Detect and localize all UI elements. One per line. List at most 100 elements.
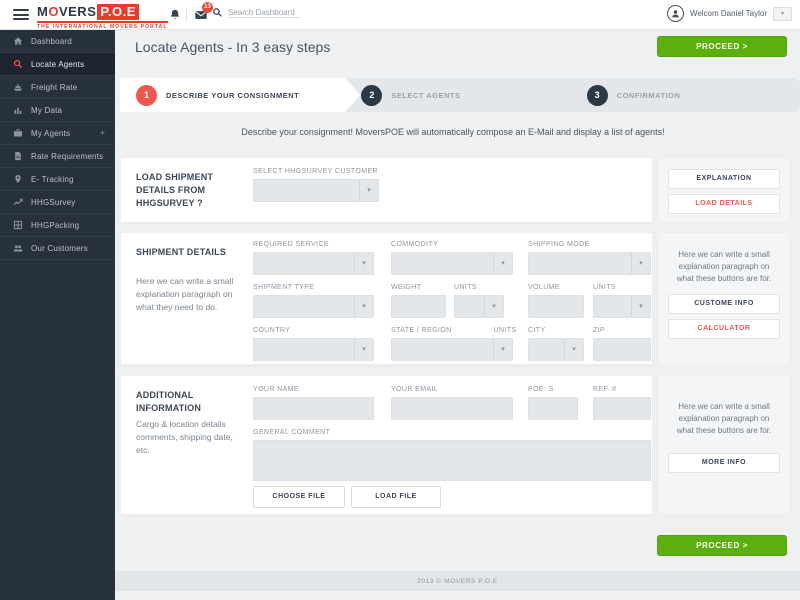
- section-description: Here we can write a small explanation pa…: [136, 276, 234, 312]
- poe-s-field: POE: S: [528, 386, 578, 420]
- panel-explanation-text: Here we can write a small explanation pa…: [676, 250, 772, 283]
- choose-file-button[interactable]: CHOOSE FILE: [253, 486, 345, 508]
- your-email-input[interactable]: [391, 397, 513, 420]
- commodity-field: COMMODITY ▾: [391, 241, 513, 275]
- your-name-input[interactable]: [253, 397, 374, 420]
- mail-badge: 13: [202, 2, 213, 13]
- explanation-button[interactable]: EXPLANATION: [668, 169, 780, 189]
- chevron-down-icon: ▾: [493, 339, 512, 360]
- sidebar-item-my-agents[interactable]: My Agents +: [0, 122, 115, 145]
- step-number: 1: [136, 85, 157, 106]
- country-select[interactable]: ▾: [253, 338, 374, 361]
- step-describe-consignment[interactable]: 1 DESCRIBE YOUR CONSIGNMENT: [120, 78, 360, 112]
- load-details-button[interactable]: LOAD DETAILS: [668, 194, 780, 214]
- intro-text: Describe your consignment! MoversPOE wil…: [241, 127, 665, 137]
- section-heading: SHIPMENT DETAILS: [136, 247, 227, 257]
- chevron-down-icon: ▾: [359, 180, 378, 201]
- step-confirmation[interactable]: 3 CONFIRMATION: [571, 78, 800, 112]
- additional-side-panel: Here we can write a small explanation pa…: [658, 375, 790, 515]
- brand-tagline: THE INTERNATIONAL MOVERS PORTAL: [37, 24, 168, 30]
- sidebar-item-freight-rate[interactable]: Freight Rate: [0, 76, 115, 99]
- document-icon: [15, 151, 21, 161]
- your-email-field: YOUR EMAIL: [391, 386, 513, 420]
- shipment-type-select[interactable]: ▾: [253, 295, 374, 318]
- sidebar-item-my-data[interactable]: My Data: [0, 99, 115, 122]
- sidebar-item-dashboard[interactable]: Dashboard: [0, 30, 115, 53]
- users-icon: [13, 245, 23, 252]
- load-file-button[interactable]: LOAD FILE: [351, 486, 441, 508]
- step-select-agents[interactable]: 2 SELECT AGENTS: [345, 78, 585, 112]
- hamburger-menu-icon[interactable]: [13, 9, 29, 21]
- custome-info-button[interactable]: CUSTOME INFO: [668, 294, 780, 314]
- brand-o-letter: O: [48, 4, 59, 19]
- proceed-button-bottom[interactable]: PROCEED >: [657, 535, 787, 556]
- brand-logo[interactable]: MOVERS P.O.E THE INTERNATIONAL MOVERS POR…: [37, 4, 168, 30]
- proceed-button-top[interactable]: PROCEED >: [657, 36, 787, 57]
- header-search: [212, 7, 300, 18]
- chevron-down-icon: ▾: [564, 339, 583, 360]
- weight-input[interactable]: [391, 295, 446, 318]
- weight-field: WEIGHT: [391, 284, 446, 318]
- city-select[interactable]: ▾: [528, 338, 584, 361]
- chevron-down-icon: ▾: [493, 253, 512, 274]
- zip-input[interactable]: [593, 338, 651, 361]
- search-input[interactable]: [228, 7, 300, 18]
- ref-input[interactable]: [593, 397, 651, 420]
- more-info-button[interactable]: MORE INFO: [668, 453, 780, 473]
- bell-icon[interactable]: [168, 8, 182, 22]
- brand-rule: [37, 21, 168, 23]
- home-icon: [13, 37, 23, 45]
- sidebar-item-rate-requirements[interactable]: Rate Requirements: [0, 145, 115, 168]
- panel-explanation-text: Here we can write a small explanation pa…: [676, 402, 772, 435]
- search-icon: [213, 8, 222, 17]
- chevron-down-icon: ▾: [354, 339, 373, 360]
- sidebar-item-locate-agents[interactable]: Locate Agents: [0, 53, 115, 76]
- volume-units-select[interactable]: ▾: [593, 295, 651, 318]
- shipment-details-section: SHIPMENT DETAILS Here we can write a sma…: [120, 232, 790, 365]
- chevron-down-icon: ▾: [354, 296, 373, 317]
- package-icon: [13, 220, 23, 230]
- chevron-down-icon: ▾: [354, 253, 373, 274]
- volume-field: VOLUME: [528, 284, 584, 318]
- trend-chart-icon: [13, 198, 23, 206]
- poe-s-input[interactable]: [528, 397, 578, 420]
- sidebar-item-our-customers[interactable]: Our Customers: [0, 237, 115, 260]
- step-label: CONFIRMATION: [616, 90, 681, 100]
- sidebar-item-hhgpacking[interactable]: HHGPacking: [0, 214, 115, 237]
- step-number: 2: [361, 85, 382, 106]
- sidebar-item-hhgsurvey[interactable]: HHGSurvey: [0, 191, 115, 214]
- ref-field: REF. #: [593, 386, 651, 420]
- brand-poe-box: P.O.E: [97, 4, 139, 20]
- commodity-select[interactable]: ▾: [391, 252, 513, 275]
- footer-bar: 2013 © MOVERS P.O.E: [115, 571, 800, 591]
- hhgsurvey-customer-select[interactable]: ▾: [253, 179, 379, 202]
- shipping-mode-select[interactable]: ▾: [528, 252, 651, 275]
- country-field: COUNTRY ▾: [253, 327, 374, 361]
- brand-wordmark: MOVERS P.O.E: [37, 4, 168, 20]
- mail-icon[interactable]: [194, 8, 208, 22]
- copyright-text: 2013 © MOVERS P.O.E: [417, 577, 498, 585]
- state-region-select[interactable]: ▾: [391, 338, 513, 361]
- sidebar-item-e-tracking[interactable]: E- Tracking: [0, 168, 115, 191]
- shipment-side-panel: Here we can write a small explanation pa…: [658, 232, 790, 365]
- general-comment-textarea[interactable]: [253, 440, 651, 481]
- user-dropdown-button[interactable]: ▾: [773, 6, 792, 21]
- user-menu[interactable]: Welcom Daniel Taylor ▾: [666, 5, 792, 22]
- load-shipment-card: LOAD SHIPMENT DETAILS FROM HHGSURVEY ? S…: [120, 157, 653, 223]
- expand-plus-icon[interactable]: +: [99, 128, 105, 138]
- header-divider: [186, 8, 187, 22]
- chevron-down-icon: ▾: [631, 296, 650, 317]
- state-region-field: STATE / REGION UNITS ▾: [391, 327, 516, 361]
- required-service-field: REQUIRED SERVICE ▾: [253, 241, 374, 275]
- hhgsurvey-customer-field: SELECT HHGSURVEY CUSTOMER ▾: [253, 168, 379, 202]
- main-content: Locate Agents - In 3 easy steps PROCEED …: [115, 30, 800, 600]
- search-icon: [13, 59, 23, 69]
- weight-units-select[interactable]: ▾: [454, 295, 504, 318]
- load-shipment-side-panel: EXPLANATION LOAD DETAILS: [658, 157, 790, 223]
- required-service-select[interactable]: ▾: [253, 252, 374, 275]
- page-title: Locate Agents - In 3 easy steps: [135, 39, 331, 55]
- additional-info-card: ADDITIONAL INFORMATION Cargo & location …: [120, 375, 653, 515]
- calculator-button[interactable]: CALCULATOR: [668, 319, 780, 339]
- volume-input[interactable]: [528, 295, 584, 318]
- user-avatar-icon: [666, 5, 684, 22]
